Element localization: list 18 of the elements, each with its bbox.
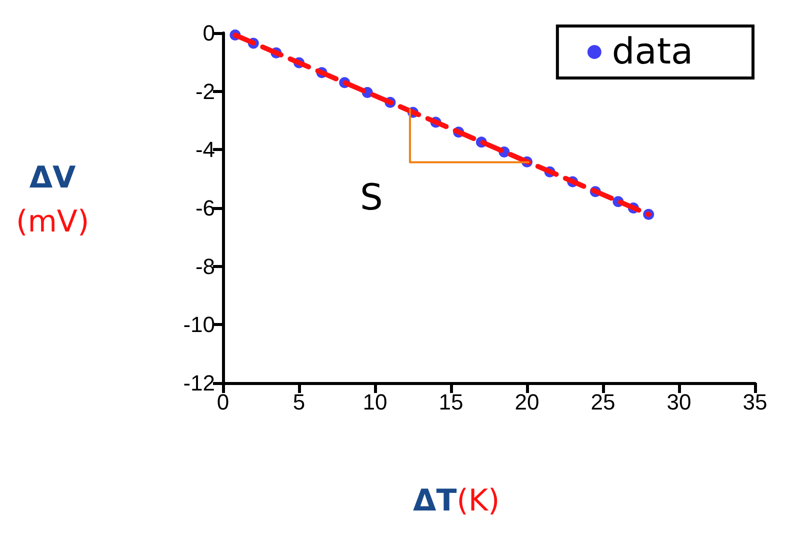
y-tick-label: 0: [202, 20, 215, 46]
y-tick-label: -4: [195, 137, 215, 162]
x-tick-label: 25: [590, 390, 616, 414]
x-tick-label: 10: [362, 390, 388, 414]
x-tick-label: 20: [514, 390, 540, 414]
y-tick-label: -6: [195, 196, 215, 220]
annotation: S: [360, 178, 383, 218]
y-axis-title: ΔV (mV): [16, 160, 90, 240]
y-tick-label: -10: [183, 312, 215, 338]
x-tick-label: 35: [742, 390, 768, 414]
y-tick-label: -2: [195, 78, 215, 104]
x-tick-label: 5: [292, 390, 306, 414]
y-tick-label: -8: [195, 254, 215, 279]
y-tick-label: -12: [183, 370, 215, 396]
x-axis-title: ΔT(K): [413, 484, 500, 518]
x-tick-label: 15: [438, 390, 464, 414]
x-tick-label: 30: [666, 390, 692, 414]
legend-label: data: [612, 32, 694, 72]
